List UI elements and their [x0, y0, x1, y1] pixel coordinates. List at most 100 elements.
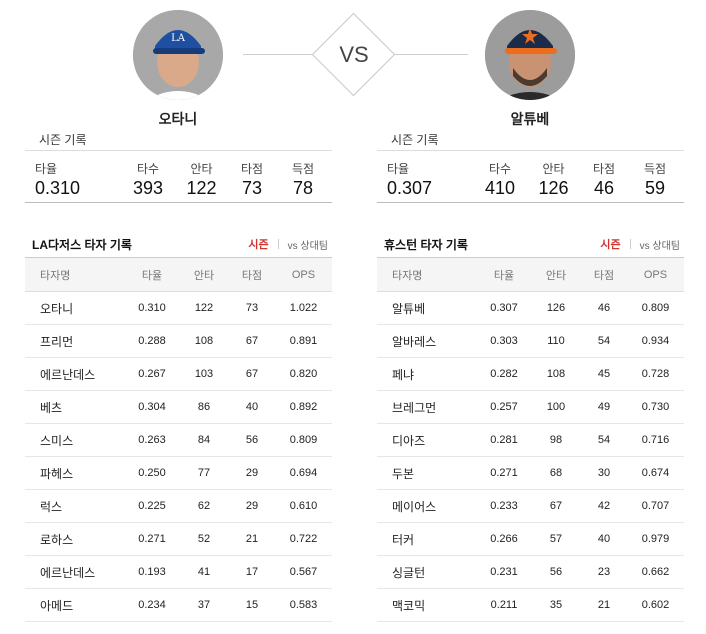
- col-header: 안타: [545, 269, 567, 282]
- stat-value: 122: [186, 178, 217, 198]
- stat-cell: 0.234: [138, 599, 166, 611]
- stat-cell: 54: [597, 434, 611, 446]
- stat-label: 타수: [136, 162, 160, 176]
- stat-avg: 타율 0.307: [377, 151, 472, 202]
- stat-cell: 0.728: [641, 368, 670, 380]
- stat-cell: 23: [597, 566, 611, 578]
- season-stats: 타율 0.307 타수 410 안타 126 타점 46 득점 59: [377, 151, 684, 203]
- col-header: 타율: [493, 269, 515, 282]
- stat-cell: 0.567: [289, 566, 318, 578]
- stat-value: 78: [292, 178, 314, 198]
- player-name-cell: 에르난데스: [40, 565, 96, 580]
- stat-runs: 득점 78: [277, 151, 329, 202]
- player-name-cell: 브레그먼: [392, 400, 437, 415]
- stat-value: 393: [132, 178, 164, 198]
- stat-cell: 122: [194, 302, 214, 314]
- player-left: LA 오타니: [118, 10, 238, 129]
- player-name-cell: 맥코믹: [392, 598, 426, 613]
- stat-label: 타점: [592, 162, 616, 176]
- table-row: 오타니 0.310 122 73 1.022: [25, 292, 332, 325]
- tab-season[interactable]: 시즌: [248, 239, 269, 251]
- stat-hits: 안타 122: [176, 151, 227, 202]
- stat-cell: 108: [546, 368, 566, 380]
- table-row: 럭스 0.225 62 29 0.610: [25, 490, 332, 523]
- tab-vs-opponent[interactable]: vs 상대팀: [639, 240, 680, 252]
- stat-cell: 46: [597, 302, 611, 314]
- stat-label: 타율: [387, 162, 410, 176]
- stat-value: 410: [484, 178, 516, 198]
- stat-cell: 0.307: [490, 302, 518, 314]
- stat-cell: 0.891: [289, 335, 318, 347]
- team-header: 휴스턴 타자 기록 시즌 vs 상대팀: [377, 233, 684, 255]
- stat-cell: 0.662: [641, 566, 670, 578]
- player-name-cell: 스미스: [40, 433, 74, 448]
- stat-cell: 1.022: [289, 302, 318, 314]
- stat-ab: 타수 410: [472, 151, 528, 202]
- stat-cell: 17: [245, 566, 259, 578]
- stat-cell: 56: [549, 566, 563, 578]
- col-header: 타점: [241, 269, 263, 282]
- tab-divider: [629, 239, 631, 249]
- col-header: 타율: [141, 269, 163, 282]
- table-row: 프리먼 0.288 108 67 0.891: [25, 325, 332, 358]
- player-name-cell: 로하스: [40, 532, 74, 547]
- stat-cell: 0.250: [138, 467, 166, 479]
- stat-value: 59: [644, 178, 666, 198]
- table-row: 페냐 0.282 108 45 0.728: [377, 358, 684, 391]
- player-name-cell: 아메드: [40, 598, 74, 613]
- stat-label: 타점: [240, 162, 264, 176]
- tab-vs-opponent[interactable]: vs 상대팀: [287, 240, 328, 252]
- table-row: 싱글턴 0.231 56 23 0.662: [377, 556, 684, 589]
- stat-cell: 0.809: [641, 302, 670, 314]
- divider-line-left: [243, 54, 319, 55]
- stat-cell: 67: [245, 335, 259, 347]
- stat-label: 타수: [488, 162, 512, 176]
- season-summary-right: 시즌 기록 타율 0.307 타수 410 안타 126 타점 46 득점 59: [377, 131, 684, 203]
- vs-label: VS: [339, 42, 369, 67]
- stat-cell: 54: [597, 335, 611, 347]
- season-title: 시즌 기록: [25, 131, 332, 151]
- player-name-cell: 메이어스: [392, 499, 437, 514]
- stat-value: 73: [241, 178, 263, 198]
- stat-cell: 0.281: [490, 434, 518, 446]
- stat-cell: 0.820: [289, 368, 318, 380]
- stat-value: 126: [538, 178, 569, 198]
- table-body: 알튜베 0.307 126 46 0.809 알바레스 0.303 110 54 0.934 페냐 0…: [377, 292, 684, 622]
- player-name-cell: 알바레스: [392, 334, 437, 349]
- stat-cell: 0.271: [138, 533, 166, 545]
- stat-cell: 0.694: [289, 467, 318, 479]
- col-header: 안타: [193, 269, 215, 282]
- stat-cell: 40: [597, 533, 611, 545]
- player-name-cell: 오타니: [40, 301, 74, 316]
- stat-cell: 98: [549, 434, 563, 446]
- stat-label: 득점: [643, 162, 667, 176]
- table-row: 에르난데스 0.267 103 67 0.820: [25, 358, 332, 391]
- stat-hits: 안타 126: [528, 151, 579, 202]
- stat-cell: 0.610: [289, 500, 318, 512]
- stat-cell: 73: [245, 302, 259, 314]
- stat-cell: 0.304: [138, 401, 166, 413]
- stat-cell: 77: [197, 467, 211, 479]
- svg-text:LA: LA: [171, 33, 186, 44]
- stat-label: 안타: [190, 162, 213, 176]
- stat-cell: 21: [597, 599, 611, 611]
- stat-cell: 0.583: [289, 599, 318, 611]
- stat-cell: 57: [549, 533, 563, 545]
- player-right: 알튜베: [470, 10, 590, 129]
- stat-cell: 0.979: [641, 533, 670, 545]
- season-summary-left: 시즌 기록 타율 0.310 타수 393 안타 122 타점 73 득점 78: [25, 131, 332, 203]
- table-row: 파헤스 0.250 77 29 0.694: [25, 457, 332, 490]
- player-name-cell: 페냐: [392, 367, 415, 382]
- table-row: 스미스 0.263 84 56 0.809: [25, 424, 332, 457]
- stat-cell: 0.211: [490, 599, 518, 611]
- stat-cell: 67: [549, 500, 563, 512]
- stat-cell: 0.303: [490, 335, 518, 347]
- stat-rbi: 타점 46: [579, 151, 629, 202]
- stat-cell: 29: [245, 467, 259, 479]
- tab-season[interactable]: 시즌: [600, 239, 621, 251]
- stat-cell: 0.602: [641, 599, 670, 611]
- stat-cell: 0.266: [490, 533, 518, 545]
- stat-cell: 0.271: [490, 467, 518, 479]
- batting-table: 타자명 타율 안타 타점 OPS 알튜베 0.307 126 46 0.809 알바레스 0…: [377, 257, 684, 622]
- stat-cell: 56: [245, 434, 259, 446]
